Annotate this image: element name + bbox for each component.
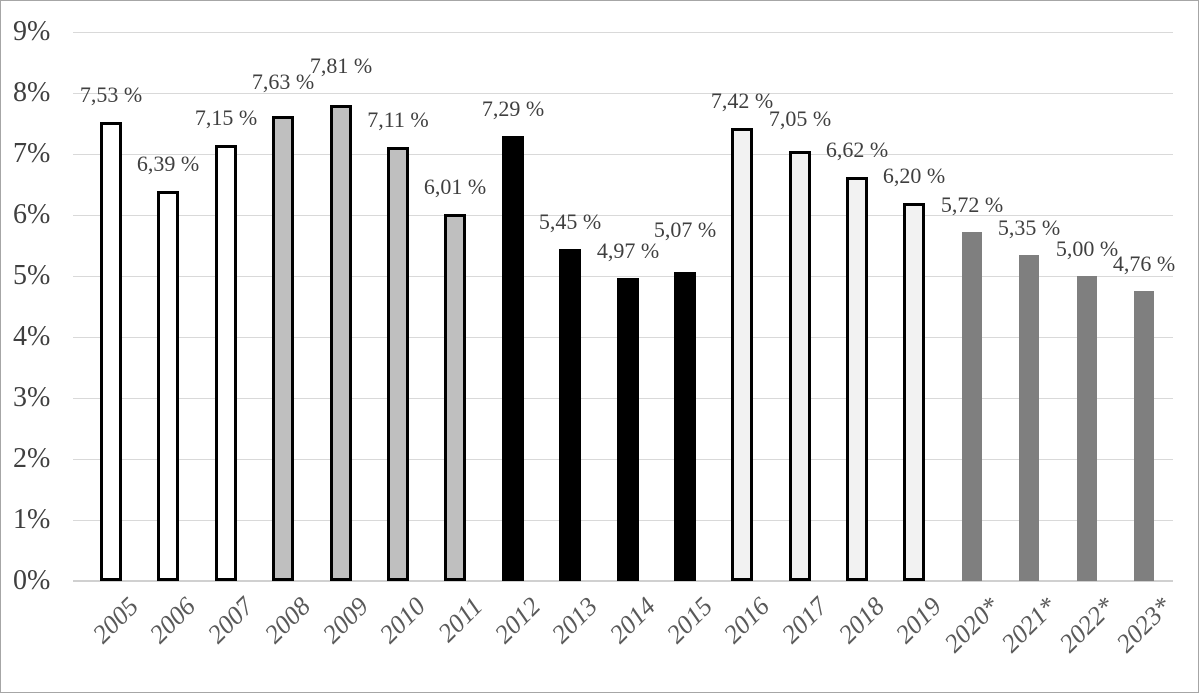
y-tick-label-9: 9% (13, 16, 51, 47)
y-tick-label-0: 0% (13, 565, 51, 596)
gridline (73, 32, 1173, 33)
gridline (73, 93, 1173, 94)
y-tick-label-4: 4% (13, 321, 51, 352)
bar-2013 (559, 249, 581, 581)
bar-2012 (502, 136, 524, 581)
bar-2019 (903, 203, 925, 581)
bar-2006 (157, 191, 179, 581)
bar-value-label-2009: 7,81 % (309, 53, 373, 78)
bar-value-label-2012: 7,29 % (481, 96, 545, 121)
y-tick-label-8: 8% (13, 77, 51, 108)
bar-2020 (962, 232, 982, 581)
gridline (73, 276, 1173, 277)
bar-value-label-2013: 5,45 % (538, 209, 602, 234)
x-axis-label-2016: 2016 (717, 591, 776, 649)
bar-2018 (846, 177, 868, 581)
bar-value-label-2010: 7,11 % (367, 107, 429, 132)
bar-value-label-2023: 4,76 % (1112, 251, 1176, 276)
x-axis-label-2015: 2015 (660, 591, 719, 649)
x-axis-label-2020: 2020* (938, 591, 1006, 659)
bar-2007 (215, 145, 237, 581)
bar-value-label-2022: 5,00 % (1055, 236, 1119, 261)
bar-value-label-2019: 6,20 % (882, 163, 946, 188)
x-axis-label-2006: 2006 (143, 591, 202, 649)
x-axis-label-2013: 2013 (545, 591, 604, 649)
y-tick-label-7: 7% (13, 138, 51, 169)
bar-value-label-2018: 6,62 % (825, 137, 889, 162)
bar-2011 (444, 214, 466, 581)
y-tick-label-2: 2% (13, 443, 51, 474)
x-axis-label-2009: 2009 (316, 591, 375, 649)
bar-value-label-2017: 7,05 % (768, 106, 832, 131)
x-axis-label-2023: 2023* (1110, 591, 1178, 659)
bar-2017 (789, 151, 811, 581)
y-tick-label-3: 3% (13, 382, 51, 413)
bar-2016 (731, 128, 753, 581)
x-axis-line (73, 580, 1173, 582)
bar-value-label-2015: 5,07 % (653, 217, 717, 242)
bar-value-label-2007: 7,15 % (194, 105, 258, 130)
bar-2015 (674, 272, 696, 581)
y-tick-label-6: 6% (13, 199, 51, 230)
bar-2021 (1019, 255, 1039, 581)
x-axis-label-2019: 2019 (889, 591, 948, 649)
bar-2022 (1077, 276, 1097, 581)
bar-2005 (100, 122, 122, 581)
gridline (73, 154, 1173, 155)
gridline (73, 215, 1173, 216)
x-axis-label-2022: 2022* (1053, 591, 1121, 659)
y-tick-label-5: 5% (13, 260, 51, 291)
bar-value-label-2016: 7,42 % (710, 88, 774, 113)
x-axis-label-2017: 2017 (775, 591, 834, 649)
bar-value-label-2006: 6,39 % (136, 151, 200, 176)
bar-value-label-2014: 4,97 % (596, 238, 660, 263)
bar-value-label-2021: 5,35 % (997, 215, 1061, 240)
x-axis-label-2005: 2005 (86, 591, 145, 649)
x-axis-label-2018: 2018 (832, 591, 891, 649)
x-axis-label-2008: 2008 (258, 591, 317, 649)
bar-value-label-2011: 6,01 % (423, 174, 487, 199)
bar-value-label-2020: 5,72 % (940, 192, 1004, 217)
bar-2023 (1134, 291, 1154, 581)
x-axis-label-2011: 2011 (432, 591, 489, 648)
x-axis-label-2021: 2021* (995, 591, 1063, 659)
bar-value-label-2008: 7,63 % (251, 69, 315, 94)
x-axis-label-2012: 2012 (488, 591, 547, 649)
x-axis-label-2010: 2010 (373, 591, 432, 649)
x-axis-label-2014: 2014 (603, 591, 662, 649)
bar-2008 (272, 116, 294, 581)
x-axis-label-2007: 2007 (201, 591, 260, 649)
bar-2009 (330, 105, 352, 581)
bar-2014 (617, 278, 639, 581)
y-tick-label-1: 1% (13, 504, 51, 535)
bar-2010 (387, 147, 409, 581)
bar-value-label-2005: 7,53 % (79, 82, 143, 107)
